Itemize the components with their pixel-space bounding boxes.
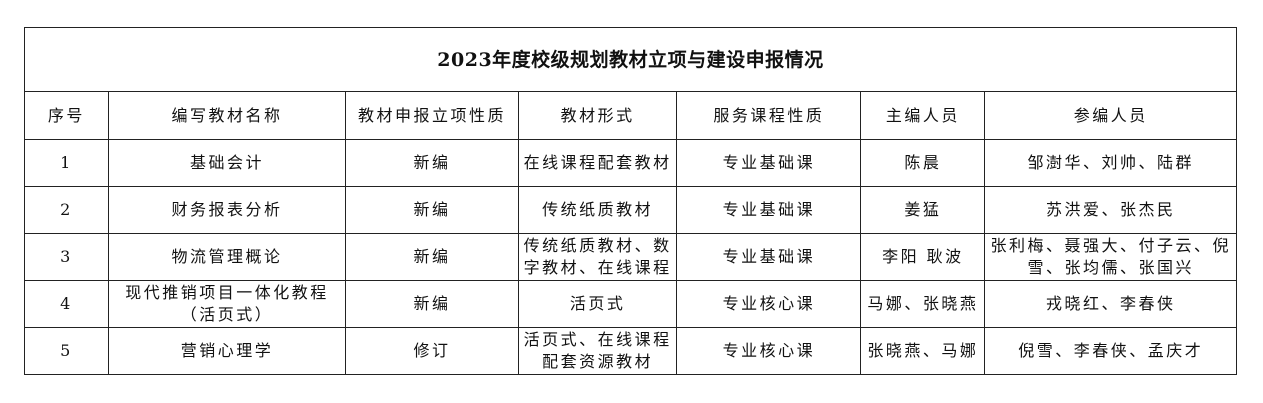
cell-co-editors: 倪雪、李春侠、孟庆才 (984, 327, 1237, 375)
cell-course-type: 专业基础课 (676, 233, 862, 281)
cell-project-type: 新编 (345, 139, 519, 187)
header-course-type: 服务课程性质 (676, 91, 862, 140)
cell-project-type: 新编 (345, 280, 519, 328)
project-table: 2023年度校级规划教材立项与建设申报情况 序号 编写教材名称 教材申报立项性质… (24, 27, 1237, 375)
cell-textbook-form: 在线课程配套教材 (517, 139, 678, 187)
cell-index: 2 (24, 186, 109, 234)
cell-index: 1 (24, 139, 109, 187)
table-row: 2 财务报表分析 新编 传统纸质教材 专业基础课 姜猛 苏洪爱、张杰民 (24, 186, 1237, 234)
cell-textbook-name: 营销心理学 (107, 327, 347, 375)
header-index: 序号 (24, 91, 109, 140)
cell-project-type: 新编 (345, 233, 519, 281)
cell-textbook-form: 传统纸质教材、数字教材、在线课程 (517, 233, 678, 281)
cell-project-type: 修订 (345, 327, 519, 375)
header-co-editors: 参编人员 (984, 91, 1237, 140)
header-project-type: 教材申报立项性质 (345, 91, 519, 140)
table-row: 3 物流管理概论 新编 传统纸质教材、数字教材、在线课程 专业基础课 李阳 耿波 张利梅、聂… (24, 233, 1237, 281)
cell-co-editors: 邹澍华、刘帅、陆群 (984, 139, 1237, 187)
table-title: 2023年度校级规划教材立项与建设申报情况 (24, 27, 1237, 92)
cell-textbook-name: 现代推销项目一体化教程（活页式） (107, 280, 347, 328)
header-row: 序号 编写教材名称 教材申报立项性质 教材形式 服务课程性质 主编人员 参编人员 (24, 91, 1237, 140)
cell-chief-editor: 姜猛 (860, 186, 986, 234)
cell-course-type: 专业基础课 (676, 186, 862, 234)
header-chief-editor: 主编人员 (860, 91, 986, 140)
header-textbook-name: 编写教材名称 (107, 91, 347, 140)
cell-co-editors: 戎晓红、李春侠 (984, 280, 1237, 328)
table-row: 4 现代推销项目一体化教程（活页式） 新编 活页式 专业核心课 马娜、张晓燕 戎晓红、李春侠 (24, 280, 1237, 328)
cell-index: 3 (24, 233, 109, 281)
cell-index: 5 (24, 327, 109, 375)
cell-chief-editor: 马娜、张晓燕 (860, 280, 986, 328)
cell-textbook-name: 物流管理概论 (107, 233, 347, 281)
cell-index: 4 (24, 280, 109, 328)
cell-course-type: 专业核心课 (676, 327, 862, 375)
table-row: 1 基础会计 新编 在线课程配套教材 专业基础课 陈晨 邹澍华、刘帅、陆群 (24, 139, 1237, 187)
cell-project-type: 新编 (345, 186, 519, 234)
header-textbook-form: 教材形式 (517, 91, 678, 140)
cell-textbook-name: 财务报表分析 (107, 186, 347, 234)
cell-chief-editor: 李阳 耿波 (860, 233, 986, 281)
cell-chief-editor: 陈晨 (860, 139, 986, 187)
cell-co-editors: 苏洪爱、张杰民 (984, 186, 1237, 234)
cell-textbook-name: 基础会计 (107, 139, 347, 187)
cell-textbook-form: 活页式 (517, 280, 678, 328)
table-row: 5 营销心理学 修订 活页式、在线课程配套资源教材 专业核心课 张晓燕、马娜 倪雪、李春侠、… (24, 327, 1237, 375)
cell-textbook-form: 活页式、在线课程配套资源教材 (517, 327, 678, 375)
cell-chief-editor: 张晓燕、马娜 (860, 327, 986, 375)
cell-course-type: 专业核心课 (676, 280, 862, 328)
cell-co-editors: 张利梅、聂强大、付子云、倪雪、张均儒、张国兴 (984, 233, 1237, 281)
cell-course-type: 专业基础课 (676, 139, 862, 187)
cell-textbook-form: 传统纸质教材 (517, 186, 678, 234)
